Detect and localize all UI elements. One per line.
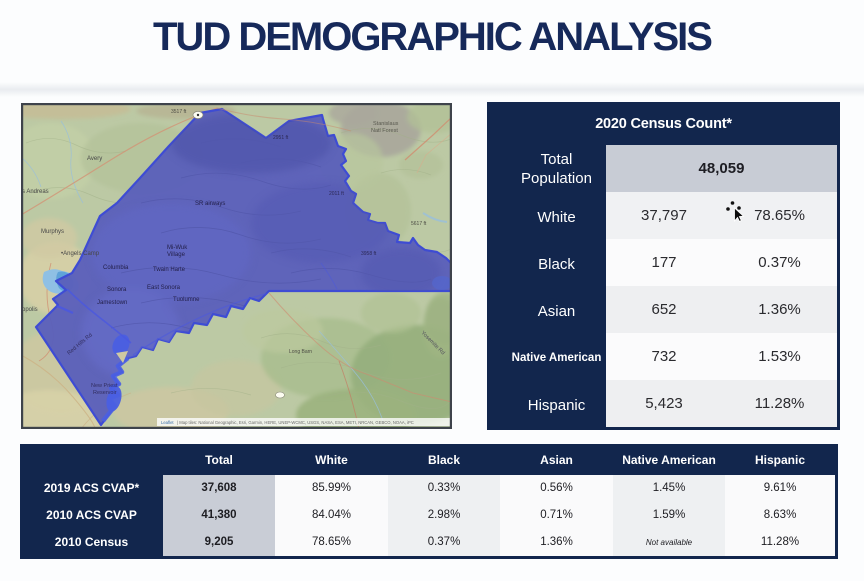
svg-text:Natl Forest: Natl Forest [371,128,398,134]
svg-text:Murphys: Murphys [41,229,64,235]
svg-text:New Priest: New Priest [91,383,118,389]
svg-text:2951 ft: 2951 ft [273,135,289,141]
svg-text:Columbia: Columbia [103,265,129,271]
svg-text:Jamestown: Jamestown [97,300,127,306]
svg-text:East Sonora: East Sonora [147,285,181,291]
svg-text:Tuolumne: Tuolumne [173,297,200,303]
svg-text:Reservoir: Reservoir [93,390,117,396]
svg-text:3958 ft: 3958 ft [361,251,377,257]
svg-text:opolis: opolis [22,307,38,313]
svg-text:2011 ft: 2011 ft [329,191,345,197]
svg-text:Long Barn: Long Barn [289,349,312,355]
svg-text:Avery: Avery [87,156,102,162]
svg-text:Leaflet: Leaflet [161,420,174,425]
svg-text:3517 ft: 3517 ft [171,109,187,115]
svg-text:Sonora: Sonora [107,287,127,293]
svg-text:s Andreas: s Andreas [22,189,49,195]
svg-text:Mi-Wuk: Mi-Wuk [167,245,188,251]
svg-text:SR airways: SR airways [195,201,225,207]
svg-text:Village: Village [167,252,186,258]
svg-text:5617 ft: 5617 ft [411,221,427,227]
svg-text:Stanislaus: Stanislaus [373,121,399,127]
svg-text:Twain Harte: Twain Harte [153,267,186,273]
svg-text:•Angels Camp: •Angels Camp [61,251,100,257]
svg-text:| Map tiles: National Geograph: | Map tiles: National Geographic, Esri, … [177,420,414,425]
